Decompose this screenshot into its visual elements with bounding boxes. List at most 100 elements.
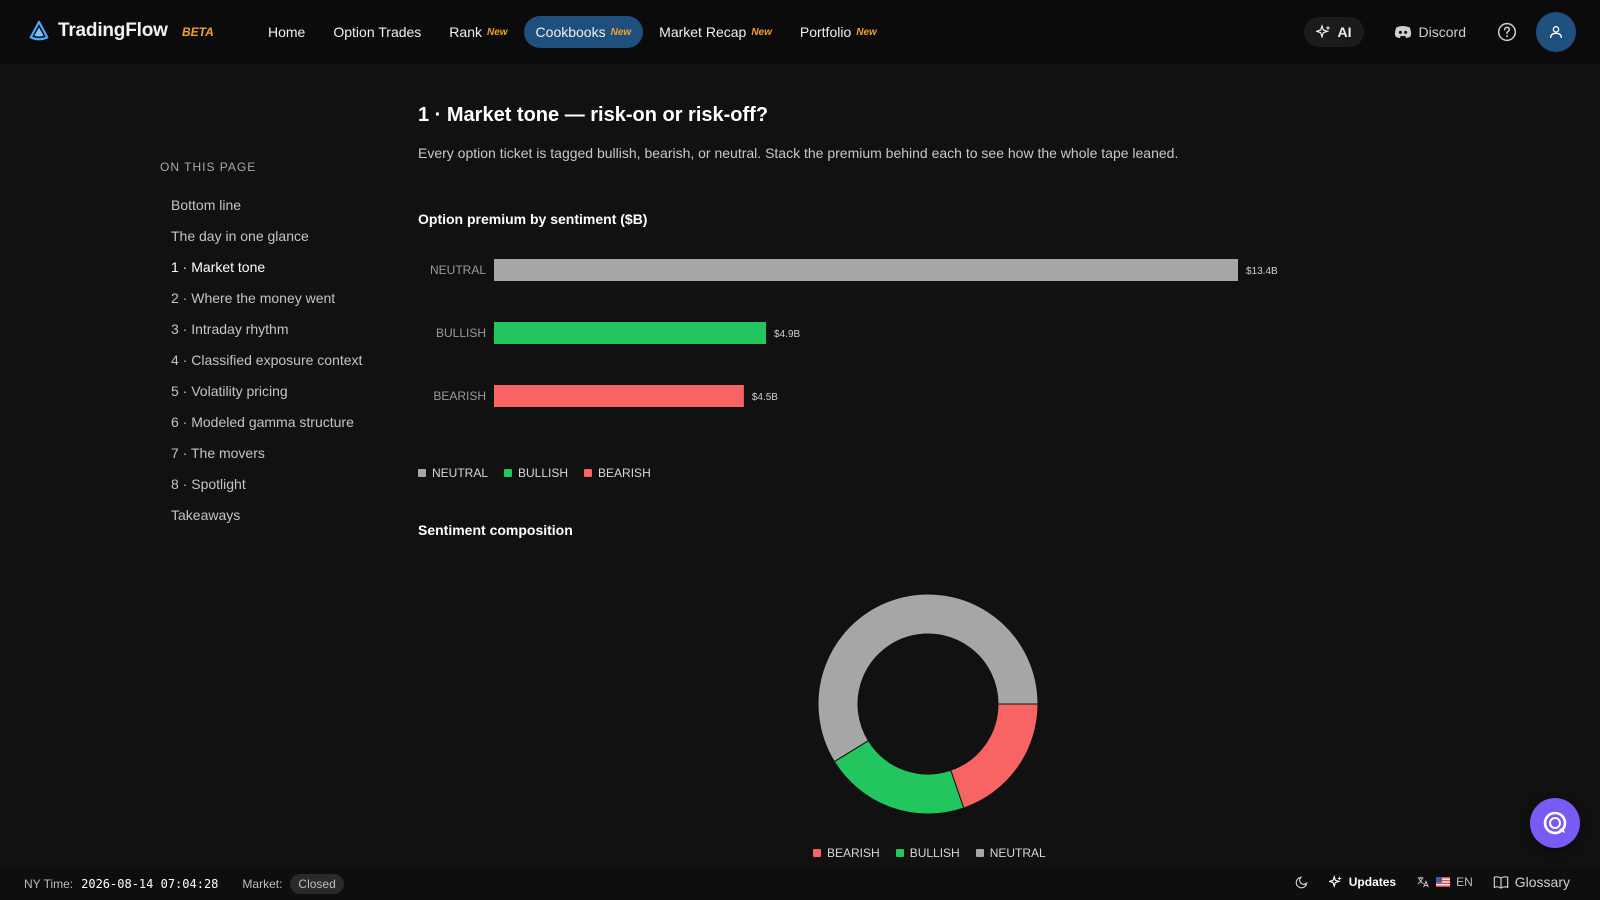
- discord-button[interactable]: Discord: [1382, 24, 1478, 40]
- ny-time-label: NY Time:: [24, 877, 74, 891]
- new-badge: New: [751, 26, 772, 38]
- nav-item-label: Option Trades: [333, 24, 422, 40]
- bar-bearish[interactable]: [494, 385, 744, 407]
- chat-button[interactable]: [1530, 798, 1580, 848]
- legend-swatch: [895, 849, 904, 857]
- bar-data-label: $4.5B: [752, 392, 778, 403]
- brand[interactable]: TradingFlow: [28, 20, 168, 42]
- donut-slice-bullish[interactable]: [833, 739, 965, 815]
- section-description: Every option ticket is tagged bullish, b…: [418, 145, 1179, 161]
- updates-label: Updates: [1348, 875, 1397, 889]
- legend-label: BEARISH: [598, 466, 651, 480]
- category-tick-label: BEARISH: [433, 389, 486, 403]
- updates-button[interactable]: Updates: [1328, 875, 1397, 889]
- nav-item-label: Portfolio: [799, 24, 852, 40]
- theme-toggle-button[interactable]: [1295, 875, 1309, 889]
- legend-item-bullish[interactable]: BULLISH: [504, 466, 568, 480]
- nav-item-label: Home: [268, 24, 306, 40]
- moon-icon: [1295, 876, 1308, 889]
- nav-item-label: Rank: [449, 24, 482, 40]
- ai-button[interactable]: AI: [1303, 17, 1364, 47]
- toc-item-active[interactable]: 1 · Market tone: [171, 259, 266, 275]
- user-avatar-button[interactable]: [1536, 12, 1576, 52]
- donut-chart-title: Sentiment composition: [418, 522, 573, 538]
- glossary-button[interactable]: Glossary: [1493, 874, 1570, 890]
- language-selector[interactable]: EN: [1416, 875, 1473, 889]
- bar-data-label: $4.9B: [774, 329, 800, 340]
- toc-item[interactable]: 8 · Spotlight: [171, 476, 246, 492]
- market-label: Market:: [242, 877, 283, 891]
- donut-slice-bearish[interactable]: [950, 703, 1039, 809]
- discord-icon: [1394, 26, 1411, 38]
- bar-bullish[interactable]: [494, 322, 767, 344]
- user-icon: [1550, 26, 1562, 39]
- bar-chart-legend: NEUTRAL BULLISH BEARISH: [418, 466, 651, 480]
- legend-label: NEUTRAL: [989, 846, 1046, 860]
- us-flag-icon: [1436, 877, 1451, 887]
- legend-swatch: [504, 469, 513, 477]
- language-label: EN: [1456, 875, 1473, 889]
- toc-item[interactable]: 7 · The movers: [171, 445, 265, 461]
- donut-chart-legend: BEARISH BULLISH NEUTRAL: [813, 846, 1046, 860]
- legend-item-neutral[interactable]: NEUTRAL: [975, 846, 1046, 860]
- legend-swatch: [584, 469, 593, 477]
- glossary-label: Glossary: [1514, 874, 1570, 890]
- market-status-badge: Closed: [290, 874, 344, 894]
- status-footer: NY Time: 2026-08-14 07:04:28 Market: Clo…: [0, 866, 1600, 900]
- main-nav: Home Option Trades Rank New Cookbooks Ne…: [256, 16, 889, 48]
- category-tick-label: NEUTRAL: [430, 263, 486, 277]
- help-button[interactable]: [1496, 21, 1518, 43]
- new-badge: New: [856, 26, 877, 38]
- toc-item[interactable]: 5 · Volatility pricing: [171, 383, 288, 399]
- section-title: 1 · Market tone — risk-on or risk-off?: [418, 104, 769, 126]
- toc-item[interactable]: 3 · Intraday rhythm: [171, 321, 289, 337]
- toc-item[interactable]: 2 · Where the money went: [171, 290, 336, 306]
- legend-label: BEARISH: [827, 846, 880, 860]
- nav-item-option-trades[interactable]: Option Trades: [321, 16, 433, 48]
- bar-chart-title: Option premium by sentiment ($B): [418, 211, 648, 227]
- legend-item-neutral[interactable]: NEUTRAL: [418, 466, 488, 480]
- legend-item-bullish[interactable]: BULLISH: [895, 846, 960, 860]
- toc-item[interactable]: 4 · Classified exposure context: [171, 352, 363, 368]
- toc-item[interactable]: The day in one glance: [171, 228, 309, 244]
- legend-swatch: [975, 849, 984, 857]
- nav-item-market-recap[interactable]: Market Recap New: [647, 16, 784, 48]
- nav-item-portfolio[interactable]: Portfolio New: [788, 16, 889, 48]
- nav-item-home[interactable]: Home: [256, 16, 317, 48]
- toc-item[interactable]: Takeaways: [171, 507, 241, 523]
- translate-icon: [1417, 876, 1429, 888]
- toc-item[interactable]: Bottom line: [171, 197, 242, 213]
- legend-label: BULLISH: [518, 466, 569, 480]
- new-badge: New: [486, 26, 508, 38]
- sentiment-premium-bar-chart: NEUTRAL $13.4B BULLISH $4.9B BEARISH $4.5B: [430, 259, 1278, 407]
- top-right-controls: AI Discord: [1303, 12, 1576, 52]
- legend-label: NEUTRAL: [432, 466, 489, 480]
- legend-item-bearish[interactable]: BEARISH: [584, 466, 651, 480]
- new-badge: New: [610, 26, 632, 38]
- legend-swatch: [418, 469, 426, 477]
- nav-item-label: Market Recap: [659, 24, 747, 40]
- donut-slice-neutral[interactable]: [817, 593, 1039, 763]
- legend-label: BULLISH: [909, 846, 960, 860]
- tradingflow-logo-icon: [29, 20, 49, 41]
- ai-label: AI: [1337, 24, 1352, 40]
- bar-neutral[interactable]: [494, 259, 1238, 281]
- footer-right: Updates EN Glossary: [1295, 874, 1570, 890]
- sparkle-icon: [1328, 875, 1342, 888]
- nav-item-rank[interactable]: Rank New: [437, 16, 519, 48]
- sparkle-icon: [1315, 24, 1331, 39]
- toc-title: ON THIS PAGE: [160, 160, 257, 174]
- toc-item[interactable]: 6 · Modeled gamma structure: [171, 414, 354, 430]
- nav-item-label: Cookbooks: [535, 24, 606, 40]
- help-icon: [1497, 22, 1517, 42]
- sentiment-composition-donut-chart: [817, 593, 1039, 815]
- nav-item-cookbooks[interactable]: Cookbooks New: [523, 16, 644, 48]
- beta-badge: BETA: [182, 25, 214, 39]
- brand-name: TradingFlow: [58, 20, 168, 41]
- footer-left: NY Time: 2026-08-14 07:04:28 Market: Clo…: [24, 874, 344, 894]
- table-of-contents: ON THIS PAGE Bottom line The day in one …: [160, 160, 390, 531]
- legend-item-bearish[interactable]: BEARISH: [813, 846, 880, 860]
- legend-swatch: [813, 849, 821, 857]
- ny-time-value: 2026-08-14 07:04:28: [81, 877, 219, 891]
- bar-data-label: $13.4B: [1246, 266, 1278, 277]
